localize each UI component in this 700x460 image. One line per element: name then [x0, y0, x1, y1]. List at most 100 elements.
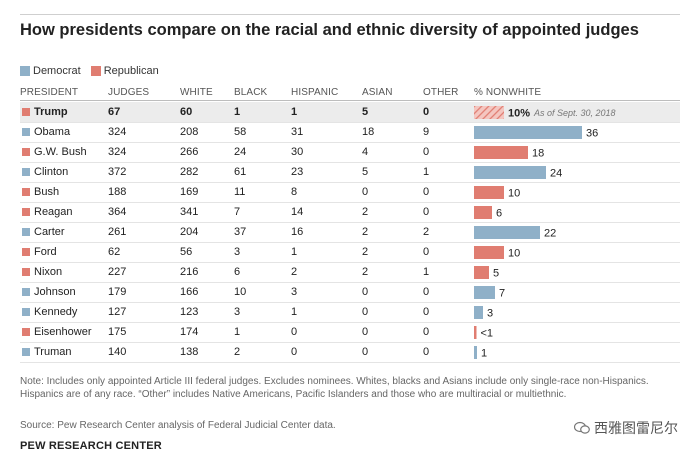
- cell-black: 2: [234, 346, 241, 358]
- table-row: Clinton 372 282 61 23 5 1: [20, 162, 680, 183]
- header-white: WHITE: [180, 87, 213, 98]
- cell-asian: 5: [362, 106, 369, 118]
- cell-black: 11: [234, 186, 246, 198]
- president-name: Eisenhower: [34, 326, 92, 338]
- legend: Democrat Republican: [20, 64, 169, 78]
- cell-asian: 2: [362, 206, 369, 218]
- legend-item-democrat: Democrat: [20, 65, 81, 77]
- chart-title: How presidents compare on the racial and…: [20, 21, 639, 39]
- cell-hispanic: 1: [291, 306, 298, 318]
- table-row: Trump 67 60 1 1 5 0: [20, 102, 680, 123]
- cell-other: 1: [423, 166, 430, 178]
- cell-white: 174: [180, 326, 199, 338]
- cell-hispanic: 16: [291, 226, 304, 238]
- cell-asian: 0: [362, 346, 369, 358]
- cell-black: 1: [234, 326, 241, 338]
- legend-swatch-democrat: [20, 66, 30, 76]
- cell-hispanic: 8: [291, 186, 298, 198]
- cell-other: 0: [423, 206, 430, 218]
- president-name: G.W. Bush: [34, 146, 87, 158]
- cell-hispanic: 3: [291, 286, 298, 298]
- cell-other: 0: [423, 286, 430, 298]
- table-row: Obama 324 208 58 31 18 9: [20, 122, 680, 143]
- cell-other: 0: [423, 106, 430, 118]
- cell-other: 0: [423, 326, 430, 338]
- cell-asian: 5: [362, 166, 369, 178]
- cell-black: 58: [234, 126, 247, 138]
- cell-hispanic: 30: [291, 146, 304, 158]
- cell-white: 56: [180, 246, 193, 258]
- cell-white: 282: [180, 166, 199, 178]
- cell-judges: 261: [108, 226, 127, 238]
- table-row: Nixon 227 216 6 2 2 1: [20, 262, 680, 283]
- table-row: Truman 140 138 2 0 0 0: [20, 342, 680, 363]
- cell-judges: 372: [108, 166, 127, 178]
- cell-white: 208: [180, 126, 199, 138]
- president-name: Bush: [34, 186, 60, 198]
- cell-hispanic: 14: [291, 206, 304, 218]
- president-name: Kennedy: [34, 306, 78, 318]
- cell-white: 216: [180, 266, 199, 278]
- president-name: Reagan: [34, 206, 73, 218]
- cell-hispanic: 1: [291, 106, 298, 118]
- cell-white: 166: [180, 286, 199, 298]
- president-name: Carter: [34, 226, 65, 238]
- legend-label-democrat: Democrat: [33, 65, 81, 77]
- cell-other: 0: [423, 186, 430, 198]
- party-swatch: [22, 108, 30, 116]
- cell-black: 24: [234, 146, 247, 158]
- chart-source: Source: Pew Research Center analysis of …: [20, 420, 336, 431]
- cell-black: 1: [234, 106, 241, 118]
- party-swatch: [22, 208, 30, 216]
- cell-judges: 179: [108, 286, 127, 298]
- table-row: Kennedy 127 123 3 1 0 0: [20, 302, 680, 323]
- table-row: Ford 62 56 3 1 2 0: [20, 242, 680, 263]
- legend-label-republican: Republican: [103, 65, 159, 77]
- president-name: Johnson: [34, 286, 76, 298]
- cell-asian: 0: [362, 326, 369, 338]
- watermark-text: 西雅图雷尼尔: [594, 420, 678, 436]
- party-swatch: [22, 148, 30, 156]
- cell-black: 37: [234, 226, 247, 238]
- cell-asian: 0: [362, 186, 369, 198]
- cell-judges: 324: [108, 146, 127, 158]
- cell-black: 6: [234, 266, 241, 278]
- cell-white: 169: [180, 186, 199, 198]
- table-row: Johnson 179 166 10 3 0 0: [20, 282, 680, 303]
- cell-other: 2: [423, 226, 430, 238]
- header-president: PRESIDENT: [20, 87, 79, 98]
- cell-hispanic: 23: [291, 166, 304, 178]
- table-row: Carter 261 204 37 16 2 2: [20, 222, 680, 243]
- cell-white: 266: [180, 146, 199, 158]
- cell-other: 0: [423, 146, 430, 158]
- publisher-footer: PEW RESEARCH CENTER: [20, 440, 162, 452]
- party-swatch: [22, 188, 30, 196]
- party-swatch: [22, 308, 30, 316]
- cell-judges: 62: [108, 246, 121, 258]
- cell-asian: 0: [362, 306, 369, 318]
- cell-asian: 0: [362, 286, 369, 298]
- cell-other: 0: [423, 346, 430, 358]
- top-rule: [20, 14, 680, 15]
- cell-black: 7: [234, 206, 241, 218]
- cell-asian: 18: [362, 126, 375, 138]
- cell-asian: 2: [362, 226, 369, 238]
- cell-black: 10: [234, 286, 247, 298]
- cell-judges: 324: [108, 126, 127, 138]
- party-swatch: [22, 128, 30, 136]
- header-black: BLACK: [234, 87, 268, 98]
- cell-hispanic: 0: [291, 326, 298, 338]
- header-judges: JUDGES: [108, 87, 150, 98]
- cell-judges: 140: [108, 346, 127, 358]
- party-swatch: [22, 348, 30, 356]
- cell-other: 1: [423, 266, 430, 278]
- party-swatch: [22, 248, 30, 256]
- watermark: 西雅图雷尼尔: [574, 418, 678, 438]
- cell-judges: 227: [108, 266, 127, 278]
- wechat-icon: [574, 421, 590, 434]
- header-nonwhite: % NONWHITE: [474, 87, 542, 98]
- cell-black: 61: [234, 166, 247, 178]
- cell-white: 60: [180, 106, 193, 118]
- table-row: G.W. Bush 324 266 24 30 4 0: [20, 142, 680, 163]
- cell-white: 123: [180, 306, 199, 318]
